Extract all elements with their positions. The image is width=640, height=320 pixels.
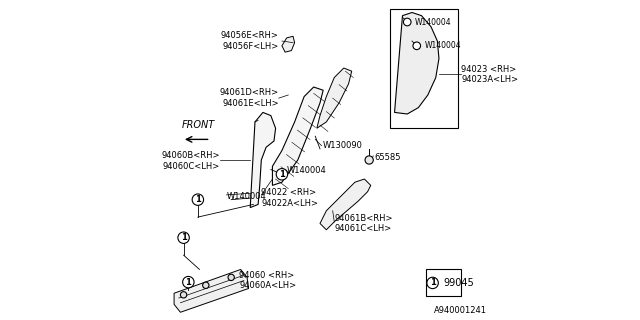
Text: 99045: 99045 — [444, 278, 474, 288]
Text: W130090: W130090 — [323, 141, 362, 150]
FancyBboxPatch shape — [390, 9, 458, 128]
Text: 94023 <RH>
94023A<LH>: 94023 <RH> 94023A<LH> — [461, 65, 518, 84]
Text: 94056E<RH>
94056F<LH>: 94056E<RH> 94056F<LH> — [221, 31, 279, 51]
Circle shape — [365, 156, 373, 164]
Polygon shape — [273, 87, 323, 185]
Text: 1: 1 — [279, 170, 285, 179]
Polygon shape — [174, 269, 248, 312]
Circle shape — [403, 18, 411, 26]
Circle shape — [276, 169, 287, 180]
FancyBboxPatch shape — [426, 269, 461, 296]
Text: W140004: W140004 — [227, 192, 266, 201]
Text: A940001241: A940001241 — [434, 306, 487, 315]
Circle shape — [203, 282, 209, 288]
Text: FRONT: FRONT — [181, 120, 214, 130]
Text: 94061B<RH>
94061C<LH>: 94061B<RH> 94061C<LH> — [334, 214, 393, 233]
Text: W140004: W140004 — [415, 18, 452, 27]
Text: 1: 1 — [195, 195, 201, 204]
Polygon shape — [394, 12, 439, 114]
Text: 1: 1 — [180, 233, 186, 242]
Polygon shape — [320, 179, 371, 230]
Circle shape — [192, 194, 204, 205]
Text: 94061D<RH>
94061E<LH>: 94061D<RH> 94061E<LH> — [220, 88, 279, 108]
Circle shape — [228, 274, 234, 281]
Circle shape — [182, 276, 194, 288]
Text: 94022 <RH>
94022A<LH>: 94022 <RH> 94022A<LH> — [261, 188, 318, 208]
Text: W140004: W140004 — [425, 41, 461, 50]
Polygon shape — [317, 68, 352, 128]
Polygon shape — [282, 36, 294, 52]
Text: 1: 1 — [429, 278, 436, 287]
Text: W140004: W140004 — [287, 166, 326, 175]
Circle shape — [180, 292, 187, 298]
Text: 1: 1 — [186, 278, 191, 287]
Circle shape — [427, 277, 438, 289]
Circle shape — [178, 232, 189, 244]
Circle shape — [413, 42, 420, 50]
Text: 65585: 65585 — [374, 153, 401, 162]
Text: 94060 <RH>
94060A<LH>: 94060 <RH> 94060A<LH> — [239, 271, 296, 290]
Polygon shape — [250, 112, 276, 208]
Text: 94060B<RH>
94060C<LH>: 94060B<RH> 94060C<LH> — [161, 151, 220, 171]
